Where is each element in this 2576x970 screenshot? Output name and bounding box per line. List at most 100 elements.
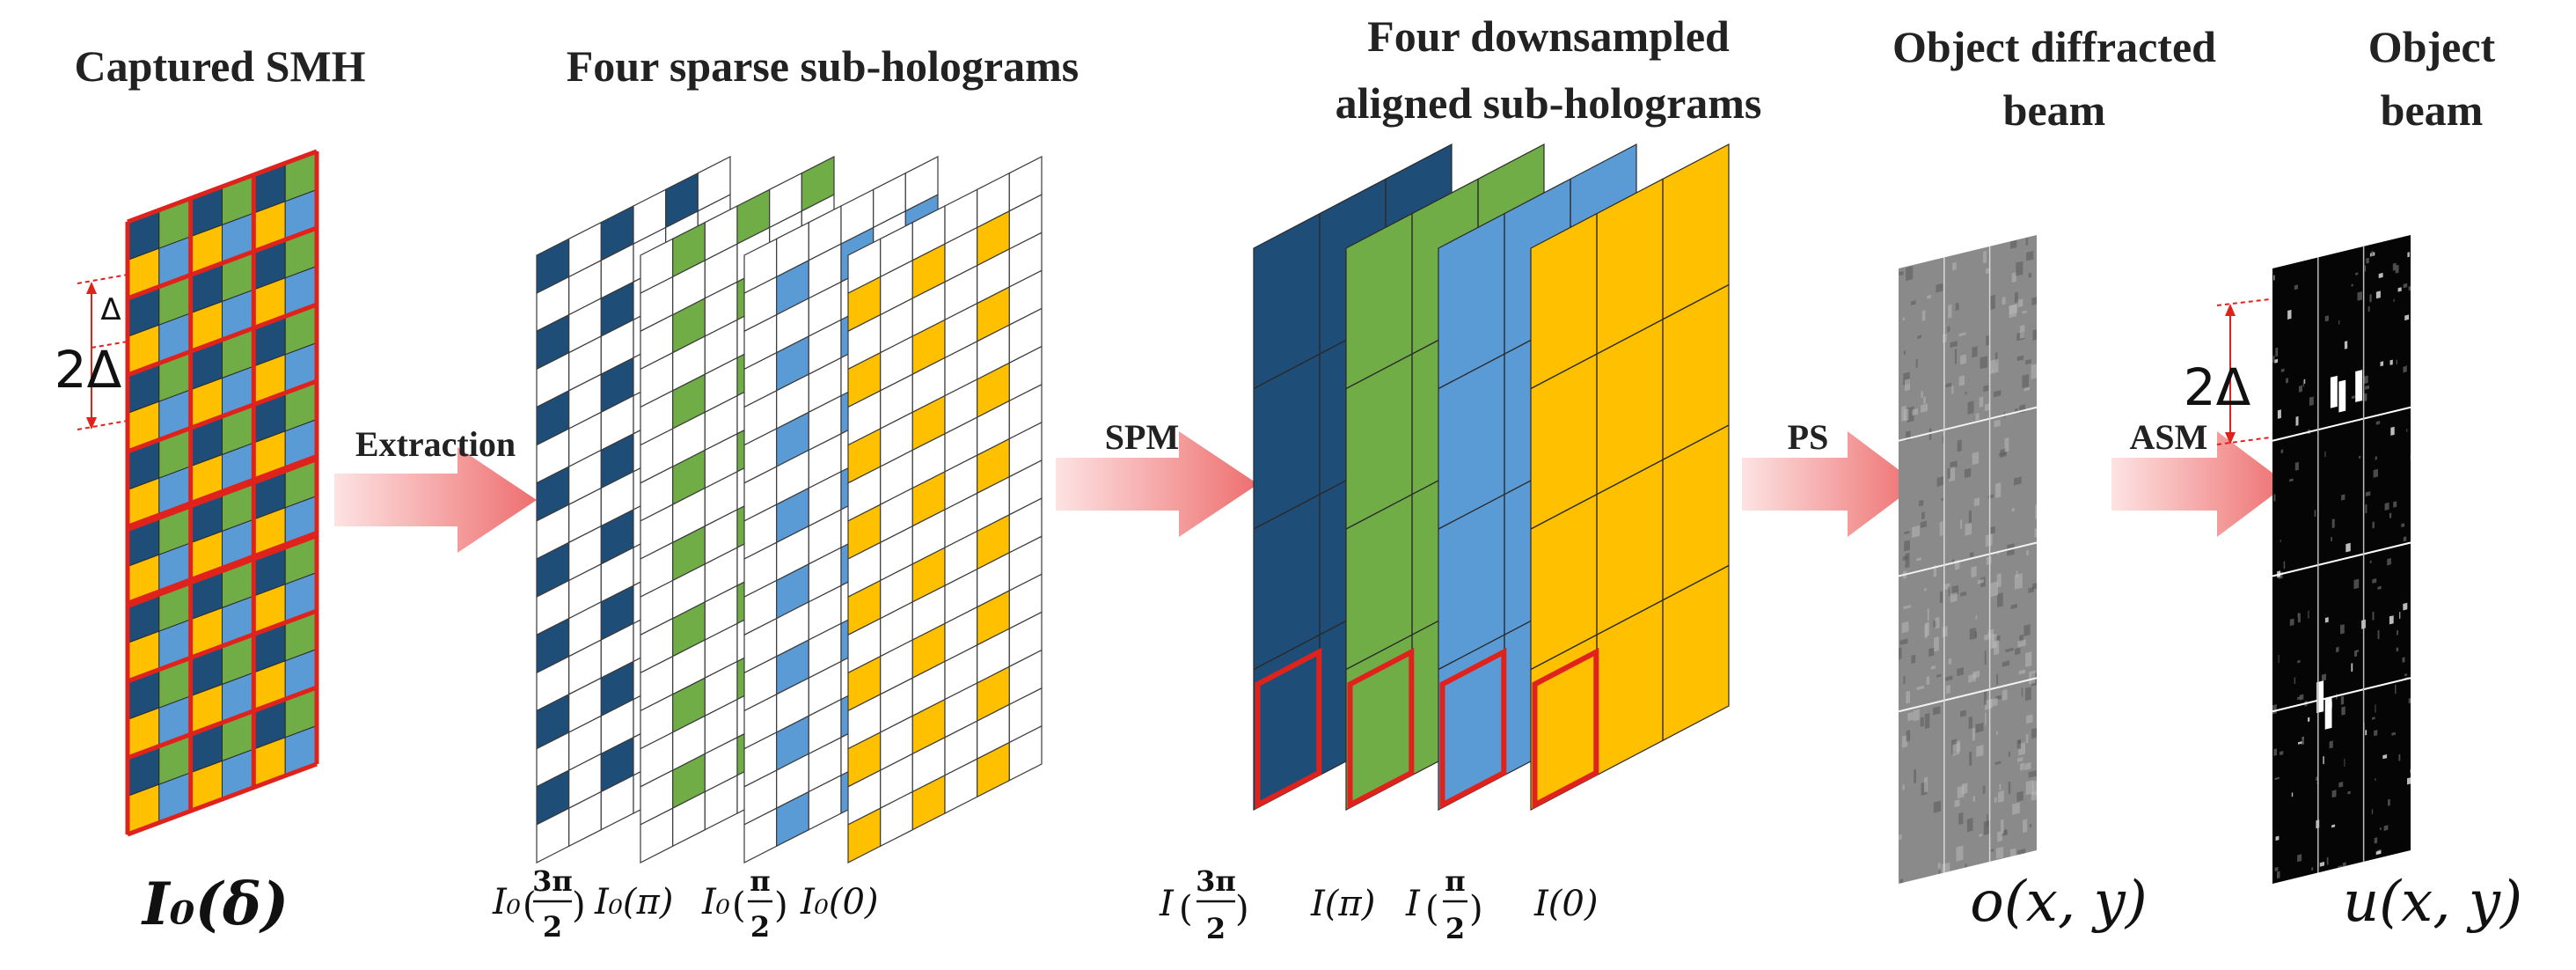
beam-speckle <box>2351 663 2353 672</box>
aligned-pi2-rparen: ) <box>1469 889 1483 930</box>
aligned-i-3pi-label: I <box>1159 884 1175 924</box>
diffracted-fringe <box>2010 603 2017 610</box>
beam-speckle <box>2321 673 2326 681</box>
aligned-pi2-den: 2 <box>1445 912 1465 945</box>
smh-superpixel-line <box>126 454 318 532</box>
beam-speckle <box>2407 252 2410 258</box>
beam-speckle <box>2408 286 2411 291</box>
object-beam-dimension: 2Δ <box>2184 298 2271 445</box>
diffracted-fringe <box>2019 324 2025 339</box>
diffracted-fringe <box>1960 591 1967 597</box>
beam-speckle <box>2326 856 2329 865</box>
beam-speckle <box>2340 624 2345 635</box>
diffracted-fringe <box>2026 549 2029 556</box>
beam-speckle <box>2338 320 2340 325</box>
diffracted-fringe <box>1914 768 1916 784</box>
diffracted-fringe <box>1989 294 1995 310</box>
diffracted-fringe <box>1994 419 2001 428</box>
diffracted-fringe <box>1972 346 1978 358</box>
beam-speckle <box>2309 396 2314 407</box>
diffracted-fringe <box>1907 711 1914 722</box>
beam-speckle <box>2289 478 2294 482</box>
diffracted-fringe <box>2026 714 2033 724</box>
diffracted-fringe <box>1952 261 1957 271</box>
aligned-pi2-lparen: ( <box>1425 889 1439 930</box>
beam-speckle <box>2338 865 2343 868</box>
diffracted-fringe <box>2009 848 2016 857</box>
diffracted-fringe <box>1951 386 1954 394</box>
aligned-highlight-cell <box>1255 647 1322 810</box>
diffracted-fringe <box>1971 566 1977 578</box>
diffracted-fringe <box>1950 592 1958 603</box>
diffracted-fringe <box>1954 799 1960 808</box>
beam-speckle <box>2375 456 2377 460</box>
beam-bright-feature <box>2338 379 2346 413</box>
beam-speckle <box>2375 850 2382 856</box>
beam-speckle <box>2373 468 2378 478</box>
diffracted-fringe <box>1911 300 1916 305</box>
beam-speckle <box>2393 298 2395 303</box>
diffracted-fringe <box>1967 400 1974 415</box>
diffracted-fringe <box>1995 846 2004 860</box>
diffracted-fringe <box>1921 403 1928 413</box>
diffracted-fringe <box>1919 499 1924 507</box>
beam-speckle <box>2356 650 2360 653</box>
sparse-pi2-lparen: ( <box>732 885 746 926</box>
beam-speckle <box>2396 647 2399 652</box>
beam-speckle <box>2403 366 2406 373</box>
beam-speckle <box>2297 854 2302 863</box>
diffracted-fringe <box>1973 497 1980 507</box>
beam-speckle <box>2314 510 2316 518</box>
beam-speckle <box>2395 684 2397 694</box>
beam-speckle <box>2365 503 2367 514</box>
diffracted-fringe <box>1937 863 1941 870</box>
beam-speckle <box>2395 264 2399 274</box>
diffracted-fringe <box>1933 800 1942 813</box>
diffracted-fringe <box>1972 452 1980 466</box>
diffracted-fringe <box>1969 552 1974 558</box>
beam-speckle <box>2273 494 2276 502</box>
diffracted-fringe <box>2031 297 2037 305</box>
aligned-i-pi2-label: I <box>1405 884 1421 924</box>
beam-speckle <box>2374 837 2378 844</box>
diffracted-fringe <box>1996 673 1999 686</box>
smh-superpixel-line <box>127 302 318 378</box>
sparse-pi2-rparen: ) <box>774 885 788 926</box>
diffracted-fringe <box>2022 310 2027 314</box>
diffracted-fringe <box>1947 467 1950 480</box>
beam-speckle <box>2278 655 2280 664</box>
diffracted-fringe <box>1975 413 1980 421</box>
diffracted-fringe <box>1901 621 1909 634</box>
beam-speckle <box>2365 730 2367 736</box>
beam-speckle <box>2341 706 2345 716</box>
diffracted-fringe <box>2005 647 2014 653</box>
beam-speckle <box>2331 824 2336 828</box>
beam-speckle <box>2295 415 2299 426</box>
diffracted-fringe <box>2016 790 2023 802</box>
diffracted-fringe <box>2014 573 2023 590</box>
beam-speckle <box>2375 421 2381 425</box>
diffracted-fringe <box>2010 239 2017 249</box>
diffracted-fringe <box>2035 504 2037 519</box>
aligned-3pi-num: 3π <box>1196 864 1236 898</box>
diffracted-fringe <box>1984 650 1987 665</box>
diffracted-fringe <box>2004 437 2009 452</box>
diffracted-fringe <box>1921 391 1923 399</box>
diffracted-fringe <box>1921 310 1926 321</box>
sparse-pi2-den: 2 <box>750 910 770 944</box>
diffracted-fringe <box>1906 690 1910 704</box>
sparse-3pi-num: 3π <box>532 864 573 898</box>
diffracted-fringe <box>2025 238 2029 246</box>
diffracted-fringe <box>1899 878 1903 884</box>
diffracted-fringe <box>2009 304 2018 315</box>
spm-label: SPM <box>1105 417 1179 457</box>
diffracted-fringe <box>1928 647 1935 658</box>
beam-speckle <box>2406 429 2408 432</box>
diffracted-fringe <box>1921 511 1925 520</box>
diffracted-fringe <box>2028 272 2032 278</box>
beam-speckle <box>2353 578 2360 590</box>
diffracted-fringe <box>1983 385 1989 393</box>
diffracted-fringe <box>1934 636 1939 652</box>
beam-speckle <box>2287 309 2292 320</box>
